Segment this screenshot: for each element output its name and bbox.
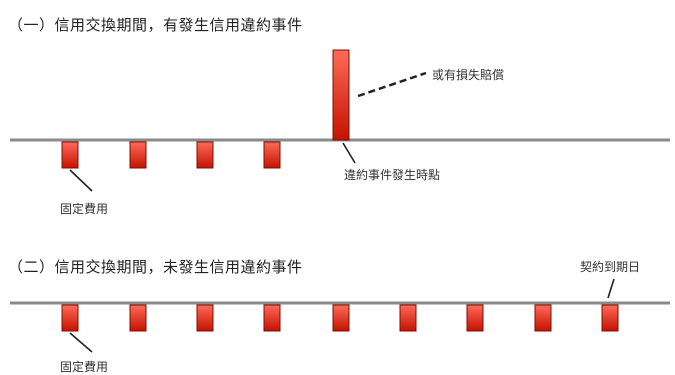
scenario2-heading: （二）信用交換期間，未發生信用違約事件: [8, 258, 303, 276]
default-event-connector: [342, 142, 356, 164]
default-event-label: 違約事件發生時點: [344, 168, 441, 182]
scenario1-payment-bar: [196, 141, 214, 169]
scenario2-payment-bar: [129, 304, 147, 332]
scenario2-payment-bar: [534, 304, 552, 332]
maturity-label: 契約到期日: [580, 260, 641, 274]
scenario2-payment-bar: [399, 304, 417, 332]
scenario2-maturity-payment-bar: [601, 304, 619, 332]
scenario1-payment-bar: [61, 141, 79, 169]
compensation-connector: [357, 71, 427, 98]
scenario1-payment-bar: [129, 141, 147, 169]
scenario1-payment-bar: [263, 141, 281, 169]
scenario2-payment-bar: [61, 304, 79, 332]
scenario2-payment-bar: [263, 304, 281, 332]
scenario2-payment-bar: [332, 304, 350, 332]
scenario2-payment-bar: [196, 304, 214, 332]
compensation-label: 或有損失賠償: [432, 68, 505, 82]
maturity-connector: [607, 278, 615, 299]
scenario1-payment-connector: [69, 169, 93, 192]
scenario2-payment-connector: [69, 332, 93, 353]
scenario1-payment-label: 固定費用: [60, 202, 109, 216]
scenario1-heading: （一）信用交換期間，有發生信用違約事件: [8, 16, 303, 34]
scenario2-payment-label: 固定費用: [60, 360, 109, 374]
scenario2-payment-bar: [466, 304, 484, 332]
compensation-bar: [332, 49, 350, 141]
